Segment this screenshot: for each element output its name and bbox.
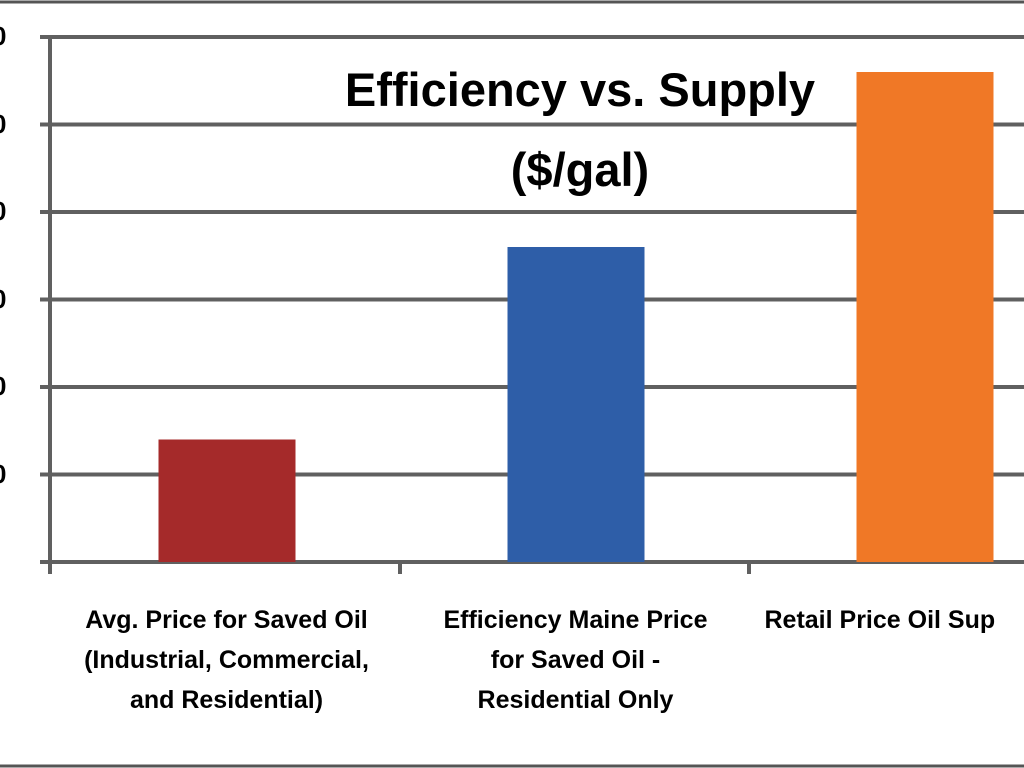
category-label-line: Residential Only	[477, 686, 674, 714]
category-label-line: (Industrial, Commercial,	[84, 646, 369, 674]
category-label-line: Avg. Price for Saved Oil	[85, 606, 368, 634]
y-tick-label: 0	[0, 109, 6, 140]
category-label-line: Efficiency Maine Price	[443, 606, 708, 634]
chart-subtitle: ($/gal)	[510, 143, 650, 196]
y-tick-label: 0	[0, 196, 6, 227]
category-label-line: Retail Price Oil Sup	[764, 606, 996, 634]
y-tick-label: 0	[0, 371, 6, 402]
x-category-label: Avg. Price for Saved Oil (Industrial, Com…	[57, 600, 397, 720]
bar	[158, 439, 296, 562]
y-tick-label: 0	[0, 284, 6, 315]
category-label-line: for Saved Oil -	[490, 646, 661, 674]
x-category-label: Efficiency Maine Price for Saved Oil - Res…	[406, 600, 746, 720]
bar	[856, 72, 994, 562]
y-tick-label: 0	[0, 21, 6, 52]
bar	[507, 247, 645, 562]
x-category-label: Retail Price Oil Sup	[765, 600, 1024, 640]
y-tick-label: 0	[0, 459, 6, 490]
chart-title: Efficiency vs. Supply	[344, 63, 816, 116]
category-label-line: and Residential)	[129, 686, 324, 714]
